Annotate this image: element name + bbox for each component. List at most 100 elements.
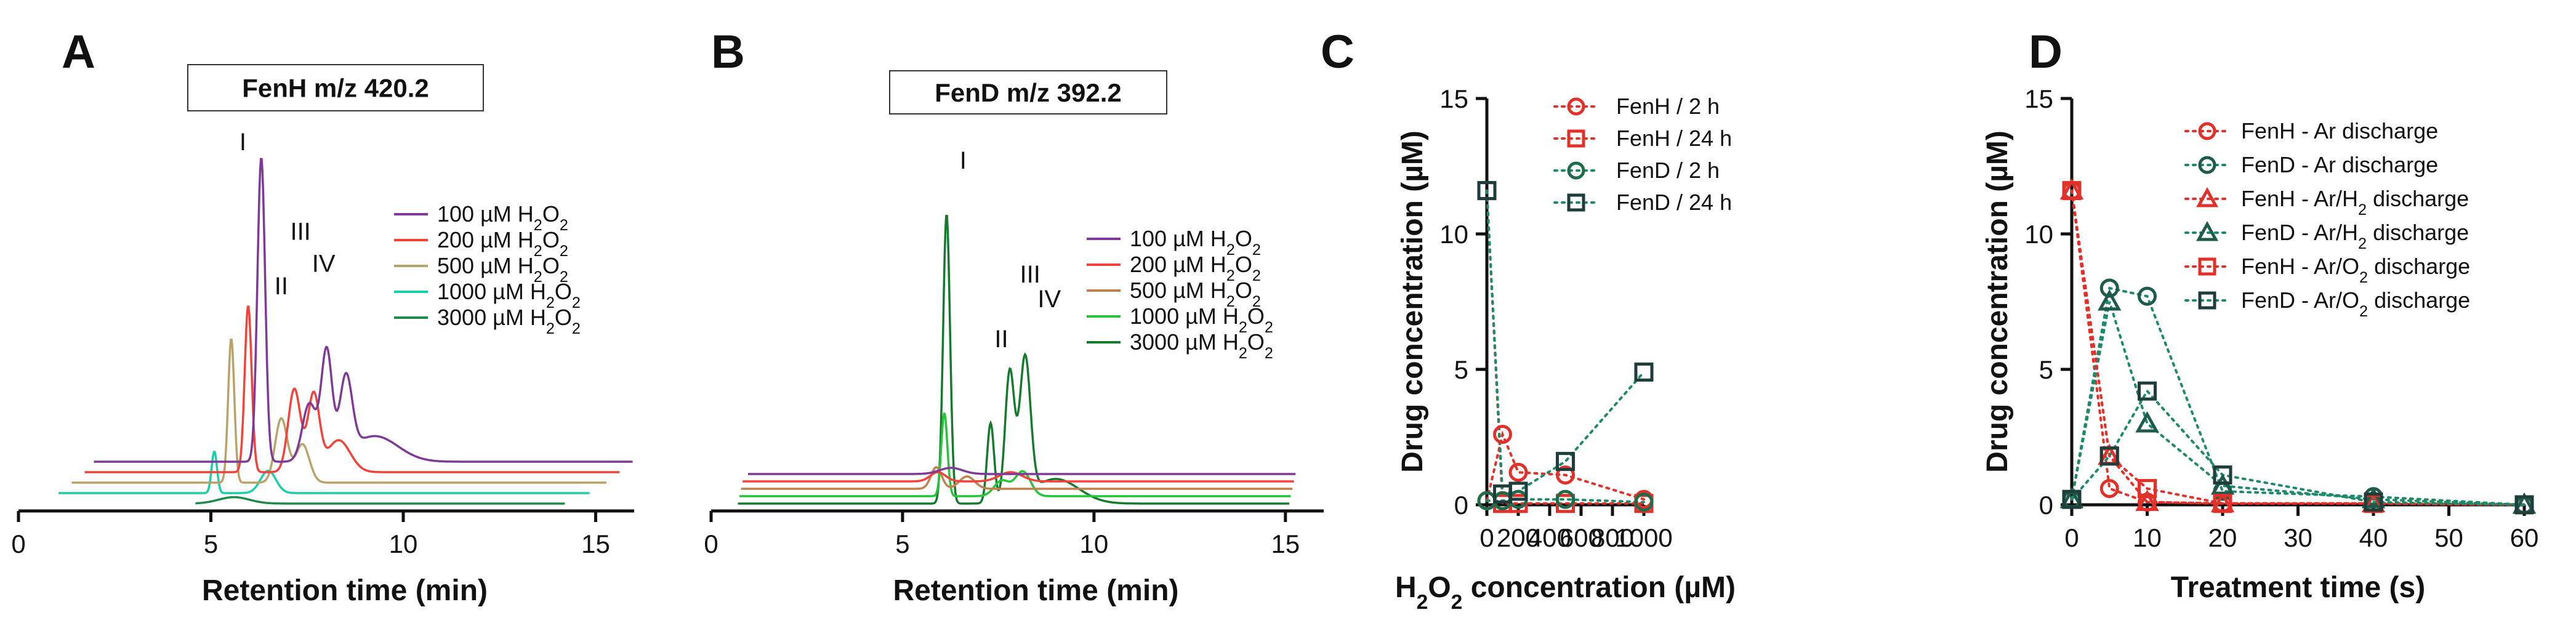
peak-label: IV bbox=[1037, 286, 1061, 313]
series-dotted-line bbox=[1486, 189, 1645, 505]
legend-entry-part: 2 bbox=[1252, 241, 1261, 259]
data-point-square bbox=[2099, 446, 2119, 466]
x-axis-title-part: O bbox=[1428, 571, 1451, 604]
legend-entry-part: 2 bbox=[1239, 345, 1247, 362]
title-box bbox=[187, 64, 484, 111]
x-tick-label: 0 bbox=[11, 529, 25, 558]
data-point-triangle bbox=[2098, 289, 2122, 311]
data-point-triangle bbox=[2135, 489, 2159, 512]
legend-entry-part: discharge bbox=[2368, 287, 2470, 313]
data-point-circle bbox=[2099, 479, 2119, 499]
x-tick-label: 800 bbox=[1591, 523, 1634, 552]
legend-entry-part: 3000 µM H bbox=[437, 305, 546, 330]
panel-B: B FenD m/z 392.2 0 5 10 15 Retention time (min… bbox=[704, 26, 1324, 607]
y-tick-label: 10 bbox=[2024, 220, 2053, 249]
legend-entry-part: 500 µM H bbox=[437, 253, 534, 278]
legend-entry: 3000 µM H2O2 bbox=[1130, 329, 1273, 362]
legend-marker bbox=[1567, 161, 1585, 180]
data-point-square bbox=[1508, 481, 1528, 501]
trace-line bbox=[195, 496, 565, 505]
series-dotted-line bbox=[2071, 301, 2526, 506]
legend-entry-part: 200 µM H bbox=[437, 227, 534, 252]
x-tick-label: 0 bbox=[2064, 523, 2079, 552]
legend-entry-part: 2 bbox=[1265, 345, 1273, 362]
legend-entry-part: 2 bbox=[560, 217, 568, 234]
x-tick-label: 15 bbox=[1271, 529, 1300, 558]
series-dotted-line bbox=[1486, 430, 1645, 502]
data-point-circle bbox=[1634, 492, 1654, 512]
peak-label: IV bbox=[312, 251, 336, 278]
legend-entry-part: 2 bbox=[1226, 267, 1235, 284]
data-point-circle bbox=[2138, 286, 2157, 306]
peak-label: II bbox=[275, 273, 288, 300]
legend-entry: FenD / 2 h bbox=[1616, 158, 1720, 183]
legend-entry-part: O bbox=[542, 201, 560, 227]
y-tick-label: 15 bbox=[1439, 84, 1468, 113]
data-point-square bbox=[1556, 452, 1575, 472]
legend-entry-part: 2 bbox=[534, 217, 542, 234]
legend-entry: FenD - Ar/O2 discharge bbox=[2241, 287, 2470, 320]
data-point-square bbox=[2138, 479, 2157, 499]
legend-entry-part: 2 bbox=[546, 294, 555, 311]
legend-entry: 100 µM H2O2 bbox=[1130, 226, 1261, 259]
panel-label: C bbox=[1321, 26, 1354, 78]
data-point-circle bbox=[1556, 489, 1575, 509]
panel-A: A FenH m/z 420.2 0 5 10 15 Retention time (min… bbox=[11, 26, 634, 607]
x-axis-title: Treatment time (s) bbox=[2171, 571, 2425, 604]
legend-entry: FenD - Ar discharge bbox=[2241, 152, 2438, 177]
legend-marker bbox=[1567, 193, 1585, 212]
legend-entry: FenD / 24 h bbox=[1616, 190, 1732, 215]
y-tick-label: 15 bbox=[2024, 84, 2053, 113]
legend-entry: FenH / 2 h bbox=[1616, 94, 1720, 119]
data-point-square bbox=[2213, 465, 2232, 485]
data-point-circle bbox=[1556, 465, 1575, 485]
chart-title: FenH m/z 420.2 bbox=[242, 74, 429, 103]
y-axis-title: Drug concentration (µM) bbox=[1396, 131, 1429, 473]
legend-entry-part: 1000 µM H bbox=[437, 279, 546, 304]
panel-label: A bbox=[62, 26, 95, 78]
legend-entry-part: 2 bbox=[1252, 267, 1261, 284]
y-tick-label: 5 bbox=[1454, 355, 1468, 384]
peak-label: I bbox=[239, 129, 246, 156]
legend-entry-part: 3000 µM H bbox=[1130, 329, 1239, 355]
x-tick-label: 600 bbox=[1560, 523, 1603, 552]
legend-entry-part: 2 bbox=[2359, 269, 2368, 286]
x-tick-label: 10 bbox=[1080, 529, 1109, 558]
legend-entry: 1000 µM H2O2 bbox=[1130, 303, 1273, 336]
data-point-triangle bbox=[2135, 411, 2159, 433]
legend-entry-part: 2 bbox=[546, 320, 555, 337]
legend-entry-part: 2 bbox=[1239, 319, 1247, 336]
legend-entry-part: 2 bbox=[1265, 319, 1273, 336]
legend-entry-part: FenD - Ar/H bbox=[2241, 220, 2358, 245]
legend-entry: FenH - Ar/H2 discharge bbox=[2241, 186, 2469, 219]
x-tick-label: 10 bbox=[389, 529, 418, 558]
trace-line bbox=[71, 339, 606, 484]
legend-entry-part: 2 bbox=[534, 243, 542, 260]
legend-entry-part: 2 bbox=[560, 243, 568, 260]
legend-marker bbox=[1567, 97, 1585, 116]
data-point-square bbox=[2514, 495, 2534, 515]
legend-entry: FenH / 24 h bbox=[1616, 126, 1732, 151]
legend-entry-part: O bbox=[1235, 226, 1252, 251]
x-tick-label: 40 bbox=[2359, 523, 2388, 552]
x-axis-title: H2O2 concentration (µM) bbox=[1395, 571, 1736, 614]
legend-marker bbox=[2198, 122, 2216, 140]
data-point-triangle bbox=[2361, 487, 2386, 508]
peak-label: III bbox=[1020, 261, 1040, 288]
data-point-square bbox=[2062, 181, 2082, 201]
data-point-square bbox=[2062, 489, 2082, 509]
legend-entry-part: 500 µM H bbox=[1130, 278, 1226, 303]
trace-line bbox=[738, 215, 1289, 505]
legend-entry-part: 2 bbox=[2358, 201, 2367, 219]
series-dotted-line bbox=[2071, 286, 2526, 506]
x-axis-title-part: concentration (µM) bbox=[1462, 571, 1736, 604]
legend-entry-part: 2 bbox=[1226, 293, 1235, 310]
legend-entry-part: FenD - Ar/O bbox=[2241, 287, 2359, 313]
x-tick-label: 5 bbox=[204, 529, 218, 558]
y-tick-label: 0 bbox=[2039, 491, 2053, 520]
x-tick-label: 60 bbox=[2510, 523, 2539, 552]
data-point-square bbox=[1634, 362, 1654, 382]
panel-D: D 0 5 10 15 0 10 20 30 40 50 60 Drug concentration (… bbox=[1981, 26, 2538, 604]
legend-entry-part: O bbox=[542, 253, 560, 278]
